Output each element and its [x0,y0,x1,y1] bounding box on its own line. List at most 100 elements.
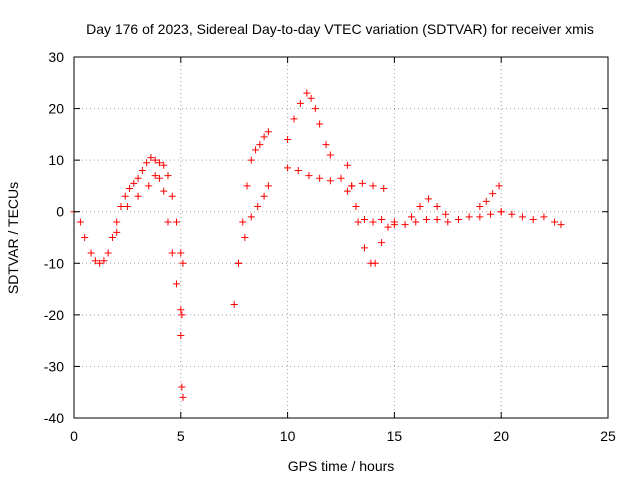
data-point [247,156,255,164]
series-arc-c [177,331,187,401]
data-point [151,172,159,180]
y-tick-label: 30 [48,49,64,65]
chart-title: Day 176 of 2023, Sidereal Day-to-day VTE… [86,21,594,37]
data-point [444,218,452,226]
data-point [123,203,131,211]
data-point [384,223,392,231]
data-point [117,203,125,211]
data-point [121,192,129,200]
data-point [177,306,185,314]
data-point [168,249,176,257]
marks [70,89,565,401]
data-point [489,190,497,198]
data-point [145,182,153,190]
data-point [104,249,112,257]
series-arc-h [343,161,398,267]
data-point [476,203,484,211]
series-arc-e [234,182,272,267]
data-point [390,218,398,226]
data-point [378,215,386,223]
data-point [164,218,172,226]
data-point [326,151,334,159]
data-point [343,161,351,169]
data-point [134,174,142,182]
data-point [519,213,527,221]
y-tick-label: -30 [44,358,64,374]
data-point [557,221,565,229]
data-point [177,331,185,339]
series-arc-b [113,172,186,319]
series-arc-n [497,208,565,229]
data-point [296,99,304,107]
x-tick-label: 15 [387,428,403,444]
data-point [234,259,242,267]
series-arc-g [284,164,345,185]
data-point [354,218,362,226]
data-point [380,185,388,193]
series-arc-i [343,187,386,226]
x-tick-label: 25 [600,428,616,444]
data-point [130,179,138,187]
data-point [371,259,379,267]
data-point [352,203,360,211]
data-point [239,218,247,226]
x-tick-label: 20 [493,428,509,444]
data-point [155,159,163,167]
data-point [173,218,181,226]
data-point [311,105,319,113]
data-point [179,259,187,267]
x-tick-label: 10 [280,428,296,444]
data-point [454,215,462,223]
data-point [476,213,484,221]
data-point [412,218,420,226]
data-point [247,213,255,221]
data-point [178,383,186,391]
y-tick-label: -40 [44,410,64,426]
data-point [230,301,238,309]
series-arc-f [284,89,334,159]
grid [74,57,608,418]
y-tick-label: 20 [48,101,64,117]
data-point [87,249,95,257]
data-point [284,136,292,144]
data-point [160,161,168,169]
data-point [147,154,155,162]
data-point [254,203,262,211]
data-point [91,257,99,265]
data-point [358,179,366,187]
data-point [529,215,537,223]
data-point [508,210,516,218]
y-tick-label: -20 [44,307,64,323]
plot-frame [73,56,609,419]
data-point [256,141,264,149]
data-point [316,120,324,128]
data-point [343,187,351,195]
data-point [284,164,292,172]
data-point [326,177,334,185]
y-tick-label: 10 [48,152,64,168]
data-point [151,156,159,164]
y-ticks: -40 -30 -20 -10 0 10 20 30 [44,49,608,426]
series-arc-k [390,208,505,229]
series-arc-m [476,182,503,211]
data-point [348,182,356,190]
data-point [252,146,260,154]
y-tick-label: -10 [44,255,64,271]
data-point [177,249,185,257]
series-arc-l [407,195,450,221]
y-axis-label: SDTVAR / TECUs [5,182,21,294]
data-point [168,192,176,200]
data-point [337,174,345,182]
data-point [294,166,302,174]
data-point [497,208,505,216]
data-point [143,159,151,167]
data-point [155,174,163,182]
data-point [138,166,146,174]
data-point [260,192,268,200]
x-tick-label: 0 [70,428,78,444]
data-point [425,195,433,203]
data-point [305,172,313,180]
data-point [401,221,409,229]
data-point [76,218,84,226]
